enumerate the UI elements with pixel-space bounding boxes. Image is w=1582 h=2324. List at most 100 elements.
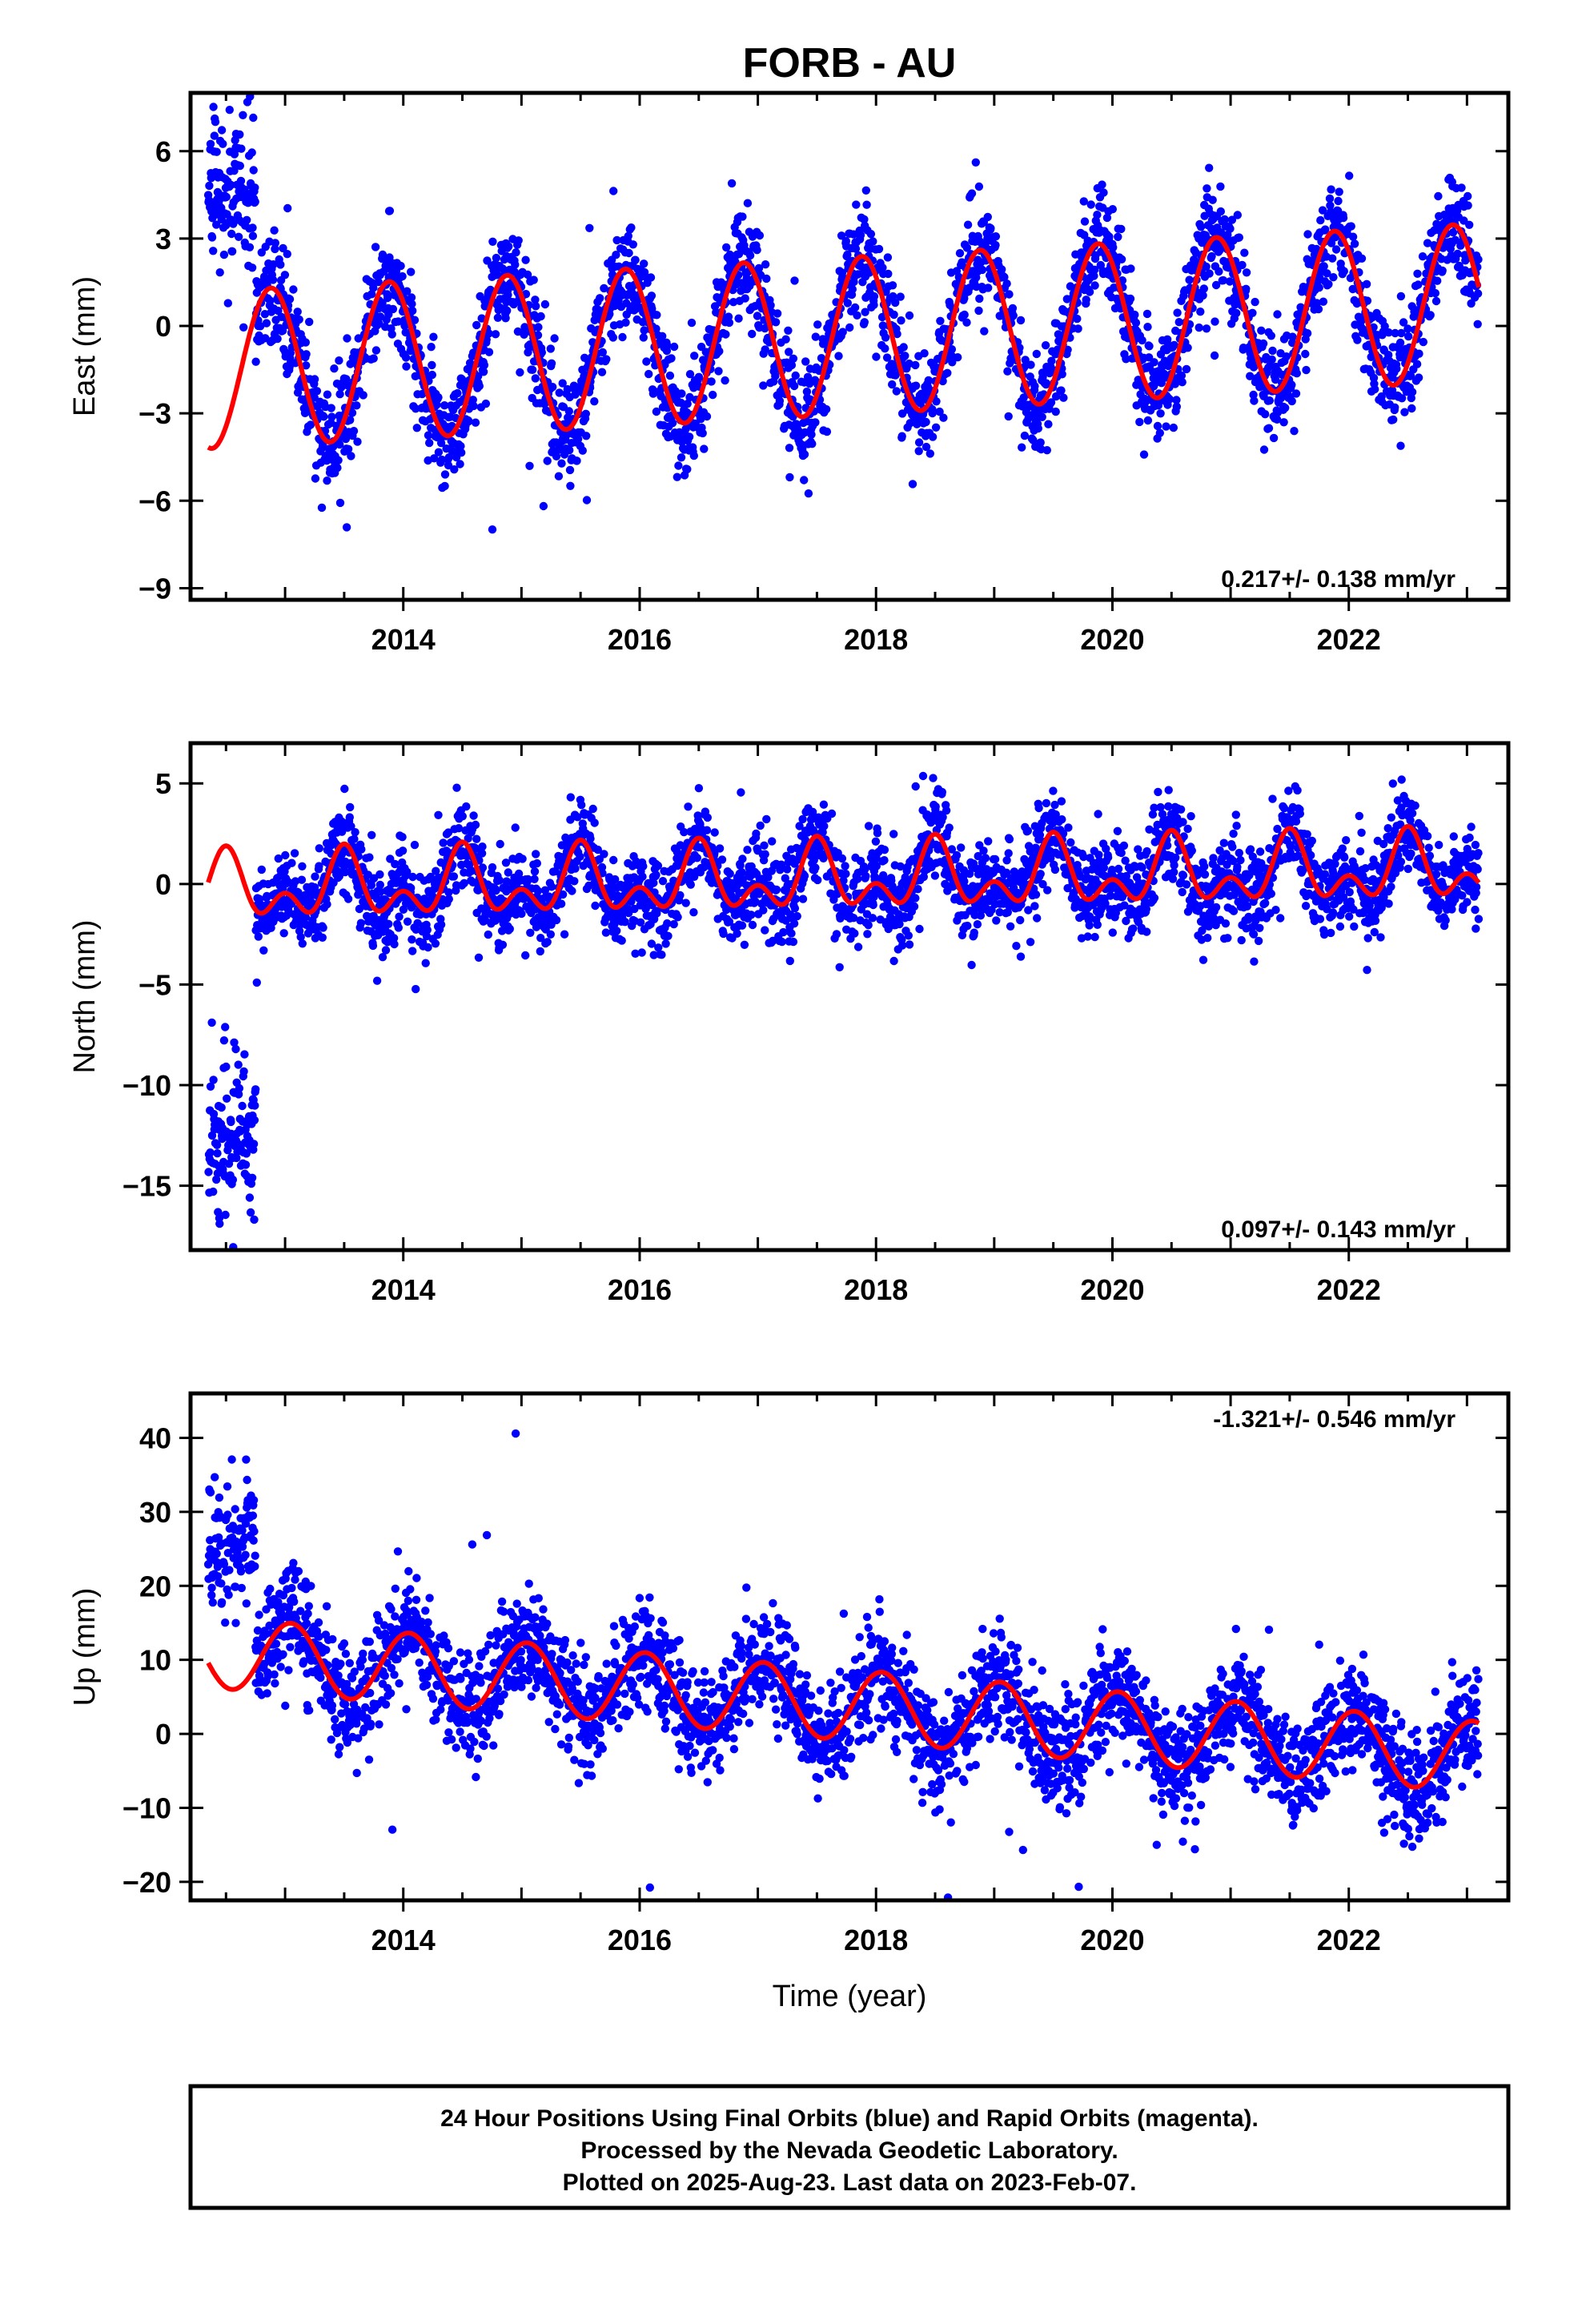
data-point: [471, 820, 480, 830]
data-point: [978, 265, 987, 275]
data-point: [302, 350, 311, 359]
data-point: [531, 374, 540, 383]
data-point: [673, 472, 681, 481]
data-point: [484, 348, 494, 356]
data-point: [560, 930, 569, 939]
data-point: [677, 453, 686, 462]
data-point: [534, 323, 543, 332]
data-point: [822, 427, 832, 436]
data-point: [222, 192, 231, 202]
data-point: [785, 956, 794, 966]
data-point: [526, 928, 535, 938]
data-point: [1407, 404, 1416, 413]
data-point: [673, 913, 682, 922]
data-point: [1418, 252, 1427, 261]
data-point: [785, 472, 794, 482]
data-point: [547, 883, 556, 891]
data-point: [270, 226, 279, 235]
data-point: [295, 315, 303, 324]
data-point: [1199, 291, 1207, 300]
data-point: [1090, 271, 1098, 280]
data-point: [1172, 402, 1182, 411]
data-point: [955, 249, 965, 258]
data-point: [350, 834, 359, 843]
data-point: [410, 840, 420, 850]
data-point: [998, 265, 1006, 274]
data-point: [1156, 409, 1165, 418]
data-point: [1143, 323, 1152, 332]
data-point: [271, 244, 279, 254]
data-point: [1183, 344, 1192, 352]
data-point: [1397, 328, 1406, 338]
data-point: [296, 932, 305, 942]
data-point: [1335, 187, 1343, 196]
data-point: [1301, 349, 1310, 359]
data-point: [317, 503, 327, 513]
data-point: [948, 358, 957, 367]
data-point: [479, 368, 488, 376]
data-point: [931, 423, 941, 432]
data-point: [206, 139, 215, 148]
data-point: [590, 818, 599, 827]
data-point: [652, 870, 661, 879]
data-point: [1172, 396, 1181, 404]
data-point: [565, 446, 574, 455]
data-point: [843, 299, 853, 308]
data-point: [715, 347, 724, 356]
data-point: [687, 318, 697, 328]
data-point: [484, 930, 492, 939]
data-point: [893, 329, 901, 339]
data-point: [785, 348, 793, 356]
data-point: [504, 291, 512, 300]
data-point: [512, 248, 520, 257]
data-point: [663, 919, 672, 928]
data-point: [243, 215, 251, 224]
data-point: [517, 909, 526, 919]
data-point: [1153, 421, 1162, 431]
data-point: [428, 370, 436, 380]
data-point: [861, 871, 870, 881]
data-point: [609, 855, 618, 865]
data-point: [394, 923, 403, 932]
data-point: [834, 352, 843, 360]
data-point: [1269, 433, 1279, 443]
data-point: [880, 846, 889, 854]
data-point: [475, 381, 484, 391]
data-point: [582, 432, 591, 440]
data-point: [335, 356, 343, 365]
data-point: [808, 440, 817, 448]
data-point: [555, 388, 564, 397]
data-point: [401, 328, 410, 337]
data-point: [247, 148, 256, 157]
data-point: [576, 852, 584, 861]
data-point: [424, 943, 432, 952]
data-point: [311, 474, 320, 483]
data-point: [787, 929, 796, 938]
data-point: [251, 1085, 260, 1094]
data-point: [683, 464, 692, 474]
data-point: [347, 408, 357, 417]
data-point: [395, 912, 404, 921]
data-point: [852, 200, 861, 209]
data-point: [1264, 424, 1274, 432]
data-point: [843, 250, 852, 259]
data-point: [860, 318, 869, 327]
data-point: [531, 296, 540, 304]
data-point: [888, 281, 897, 290]
data-point: [897, 941, 907, 950]
data-point: [1419, 337, 1428, 347]
data-point: [368, 941, 378, 951]
data-point: [1044, 420, 1053, 428]
data-point: [928, 408, 937, 418]
data-point: [283, 203, 292, 213]
data-point: [240, 1050, 249, 1059]
data-point: [738, 854, 747, 863]
data-point: [1395, 338, 1405, 348]
data-point: [223, 1094, 231, 1104]
data-point: [492, 271, 502, 279]
data-point: [624, 248, 633, 258]
data-point: [753, 312, 762, 320]
data-point: [1169, 423, 1178, 432]
data-point: [398, 271, 407, 281]
data-point: [1259, 445, 1269, 454]
